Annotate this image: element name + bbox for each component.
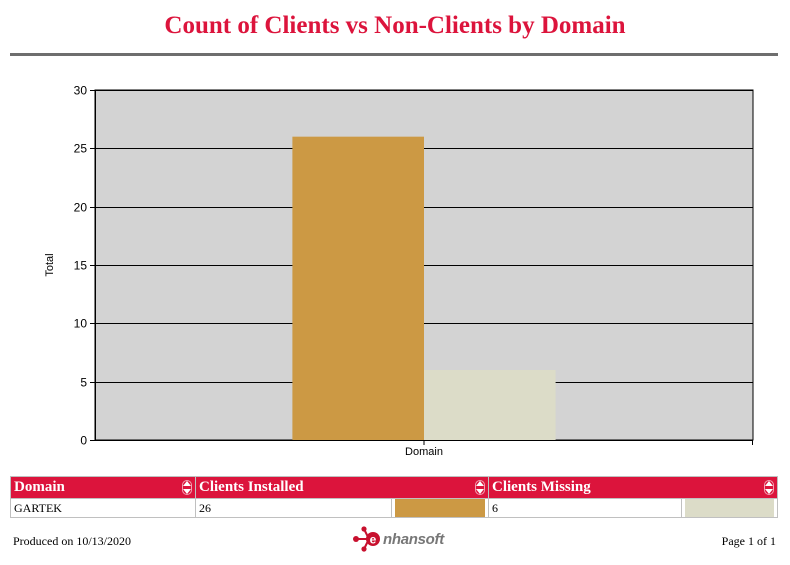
- column-header-clients-missing[interactable]: Clients Missing: [488, 476, 779, 499]
- data-table: Domain Clients Installed Clients Missing…: [10, 476, 779, 518]
- y-tick-label: 15: [74, 259, 88, 273]
- y-tick-label: 5: [80, 376, 87, 390]
- missing-color-swatch: [681, 498, 779, 518]
- y-tick-label: 10: [74, 317, 88, 331]
- y-tick-label: 30: [74, 84, 88, 98]
- y-axis-label: Total: [44, 253, 56, 276]
- y-tick-label: 0: [80, 434, 87, 448]
- cell-domain: GARTEK: [10, 498, 196, 518]
- logo-letter: e: [370, 533, 377, 547]
- table-header-row: Domain Clients Installed Clients Missing: [10, 476, 779, 499]
- table-row: GARTEK 26 6: [10, 498, 779, 518]
- bar-clients-missing: [424, 370, 556, 440]
- report-title: Count of Clients vs Non-Clients by Domai…: [164, 12, 626, 39]
- bar-chart: 0 5 10 15 20 25 30 Domain Total: [44, 84, 754, 458]
- sort-icon[interactable]: [182, 480, 192, 495]
- title-divider: [10, 53, 778, 56]
- x-category-label: Domain: [405, 446, 443, 458]
- produced-on-date: Produced on 10/13/2020: [13, 534, 131, 548]
- x-axis: Domain: [95, 440, 753, 458]
- sort-icon[interactable]: [475, 480, 486, 495]
- y-tick-label: 25: [74, 142, 88, 156]
- page-number: Page 1 of 1: [721, 534, 776, 548]
- installed-color-swatch: [390, 498, 490, 518]
- column-header-clients-installed[interactable]: Clients Installed: [194, 476, 490, 499]
- logo-wordmark: nhansoft: [383, 530, 444, 548]
- column-header-label: Clients Missing: [492, 479, 591, 495]
- cell-installed: 26: [195, 498, 392, 518]
- cell-missing: 6: [488, 498, 683, 518]
- bar-clients-installed: [292, 136, 424, 440]
- column-header-label: Clients Installed: [199, 479, 304, 495]
- bars: [292, 136, 556, 440]
- enhansoft-logo: e nhansoft: [352, 526, 444, 552]
- column-header-domain[interactable]: Domain: [10, 476, 196, 499]
- molecule-logo-icon: e: [353, 526, 380, 552]
- y-tick-label: 20: [74, 201, 88, 215]
- sort-icon[interactable]: [764, 480, 775, 495]
- y-axis: 0 5 10 15 20 25 30: [74, 84, 96, 448]
- column-header-label: Domain: [14, 479, 65, 495]
